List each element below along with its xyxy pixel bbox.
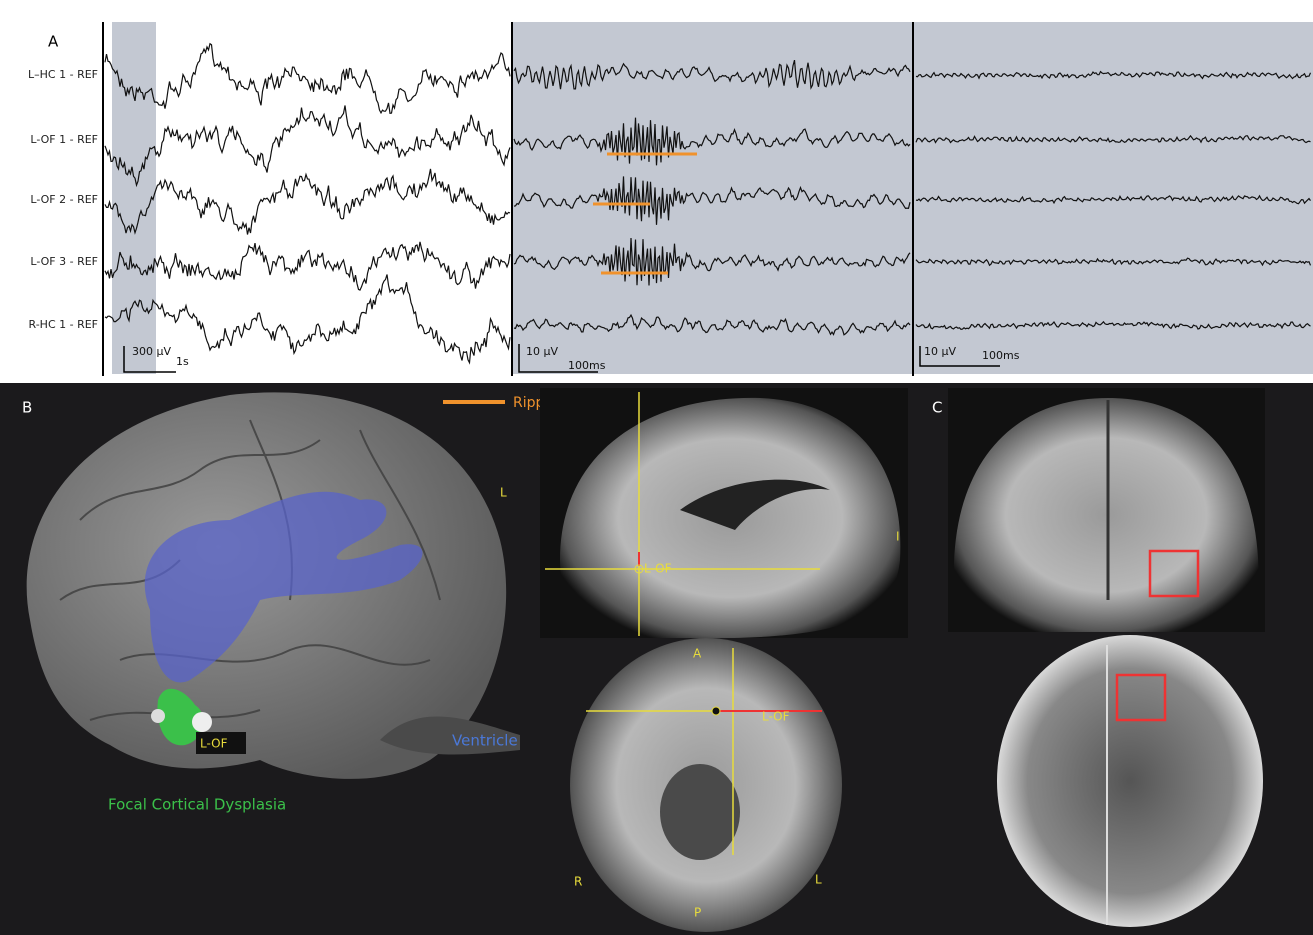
ripple-marks bbox=[593, 152, 697, 275]
scale-time: 1s bbox=[176, 355, 189, 368]
eeg-trace bbox=[513, 237, 911, 286]
electrode-marker bbox=[634, 564, 644, 574]
orientation-label: L bbox=[815, 873, 822, 887]
eeg-trace bbox=[104, 105, 511, 188]
eeg-trace bbox=[915, 70, 1312, 80]
lesion-box bbox=[1148, 549, 1200, 598]
electrode bbox=[192, 712, 212, 732]
eeg-trace bbox=[513, 59, 911, 90]
scale-time: 100ms bbox=[568, 359, 606, 372]
panel-label: B bbox=[22, 399, 32, 417]
eeg-trace bbox=[104, 42, 511, 115]
crosshair bbox=[545, 392, 820, 636]
brainstem bbox=[660, 764, 740, 860]
ventricle-slice bbox=[680, 479, 830, 530]
electrode-label: L-OF bbox=[644, 562, 672, 576]
eeg-trace bbox=[513, 176, 911, 225]
lesion-box bbox=[1115, 673, 1167, 722]
cerebellum bbox=[380, 716, 520, 755]
annotation: Focal Cortical Dysplasia bbox=[108, 796, 286, 814]
scale-amplitude: 10 µV bbox=[526, 345, 558, 358]
eeg-trace bbox=[513, 313, 911, 336]
eeg-trace bbox=[915, 320, 1311, 331]
orientation-label: L bbox=[500, 486, 507, 500]
highlight-window bbox=[112, 22, 156, 374]
electrode-marker bbox=[711, 706, 721, 716]
orientation-label: I bbox=[896, 530, 900, 544]
crosshair bbox=[586, 648, 734, 855]
eeg-trace bbox=[104, 274, 511, 365]
channel-labels: L–HC 1 - REF L-OF 1 - REF L-OF 2 - REF L-OF… bbox=[28, 68, 98, 331]
channel-label: R-HC 1 - REF bbox=[29, 318, 99, 331]
brain-slice bbox=[953, 398, 1259, 632]
eeg-traces bbox=[104, 42, 1312, 365]
orientation-label: A bbox=[693, 647, 702, 661]
scale-amplitude: 10 µV bbox=[924, 345, 956, 358]
panel-label: C bbox=[932, 399, 942, 417]
scale-amplitude: 300 µV bbox=[132, 345, 171, 358]
electrode-label: L-OF bbox=[200, 737, 228, 751]
eeg-trace bbox=[104, 168, 511, 235]
eeg-trace bbox=[104, 241, 511, 291]
panel-label: A bbox=[48, 33, 59, 51]
annotation: Ventricle bbox=[452, 732, 518, 750]
label-box bbox=[196, 732, 246, 754]
eeg-trace bbox=[513, 117, 911, 166]
scale-time: 100ms bbox=[982, 349, 1020, 362]
channel-label: L–HC 1 - REF bbox=[28, 68, 98, 81]
orientation-label: P bbox=[694, 906, 701, 920]
ventricle bbox=[144, 491, 423, 683]
channel-label: L-OF 2 - REF bbox=[30, 193, 98, 206]
channel-label: L-OF 3 - REF bbox=[30, 255, 98, 268]
channel-label: L-OF 1 - REF bbox=[30, 133, 98, 146]
eeg-trace bbox=[915, 194, 1311, 205]
electrode-label: L-OF bbox=[762, 710, 790, 724]
orientation-label: R bbox=[574, 875, 582, 889]
mri-t2-axial bbox=[997, 635, 1263, 927]
scale-bars bbox=[123, 344, 1000, 373]
dysplasia bbox=[157, 688, 204, 746]
eeg-trace bbox=[915, 257, 1312, 267]
eeg-trace bbox=[915, 134, 1311, 144]
electrode bbox=[151, 709, 165, 723]
